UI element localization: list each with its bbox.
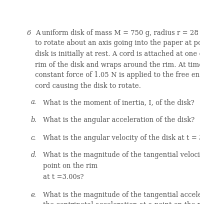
Text: cord causing the disk to rotate.: cord causing the disk to rotate. — [35, 82, 141, 90]
Text: d.: d. — [31, 151, 38, 159]
Text: c.: c. — [31, 133, 37, 141]
Text: What is the angular acceleration of the disk?: What is the angular acceleration of the … — [43, 115, 194, 123]
Text: What is the magnitude of the tangential acceleration and: What is the magnitude of the tangential … — [43, 190, 200, 198]
Text: to rotate about an axis going into the paper at point P.  The: to rotate about an axis going into the p… — [35, 39, 200, 47]
Text: rim of the disk and wraps around the rim. At time t =0 s a: rim of the disk and wraps around the rim… — [35, 60, 200, 68]
Text: What is the magnitude of the tangential velocity, v, of a: What is the magnitude of the tangential … — [43, 151, 200, 159]
Text: b.: b. — [31, 115, 38, 123]
Text: What is the moment of inertia, I, of the disk?: What is the moment of inertia, I, of the… — [43, 98, 194, 106]
Text: A uniform disk of mass M = 750 g, radius r = 28 cm, is free: A uniform disk of mass M = 750 g, radius… — [35, 28, 200, 36]
Text: point on the rim: point on the rim — [43, 161, 97, 169]
Text: e.: e. — [31, 190, 37, 198]
Text: the centripetal acceleration at a point on the rim at t =: the centripetal acceleration at a point … — [43, 200, 200, 204]
Text: What is the angular velocity of the disk at t = 3.00 s?: What is the angular velocity of the disk… — [43, 133, 200, 141]
Text: disk is initially at rest. A cord is attached at one end to the: disk is initially at rest. A cord is att… — [35, 50, 200, 58]
Text: 6: 6 — [27, 28, 31, 36]
Text: a.: a. — [31, 98, 37, 106]
Text: constant force of 1.05 N is applied to the free end of the: constant force of 1.05 N is applied to t… — [35, 71, 200, 79]
Text: at t =3.00s?: at t =3.00s? — [43, 172, 84, 180]
